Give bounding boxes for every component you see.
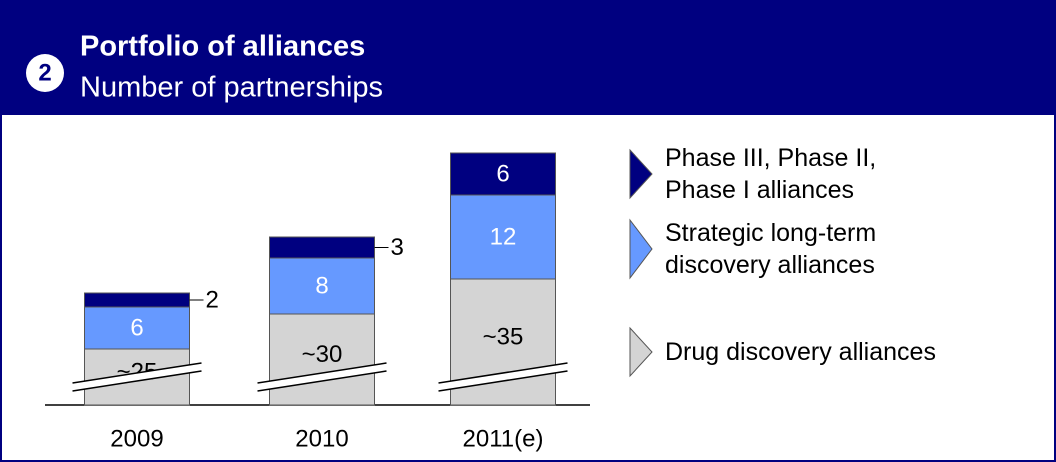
bar-segment	[84, 306, 190, 350]
axis-break-line	[72, 362, 202, 384]
badge-number: 2	[38, 59, 51, 86]
value-label: ~35	[483, 323, 524, 350]
axis-break	[257, 363, 387, 391]
legend-swatch	[629, 218, 653, 280]
axis-break-line	[438, 370, 568, 392]
axis-break	[438, 363, 568, 391]
bar-segment	[450, 194, 556, 280]
header-band	[0, 0, 1056, 115]
axis-break-line	[257, 362, 387, 384]
axis-break-line	[438, 362, 568, 384]
axis-break-line	[72, 370, 202, 392]
bar-segment	[84, 292, 190, 308]
x-tick-label: 2011(e)	[463, 425, 544, 452]
legend-swatch	[629, 326, 653, 378]
axis-break	[72, 363, 202, 391]
value-label: 3	[391, 234, 404, 261]
value-label: 6	[130, 314, 143, 341]
bar-segment	[269, 257, 375, 315]
badge	[26, 54, 64, 92]
value-label: 6	[496, 160, 509, 187]
bar-segment	[450, 152, 556, 196]
legend-label: Drug discovery alliances	[665, 338, 936, 366]
value-label: 8	[315, 272, 328, 299]
legend-label: Phase III, Phase II, Phase I alliances	[665, 144, 877, 204]
x-tick-label: 2010	[295, 425, 348, 452]
title: Portfolio of alliances	[80, 31, 365, 63]
bar-segment	[269, 236, 375, 259]
value-label: 12	[490, 223, 517, 250]
legend-label: Strategic long-term discovery alliances	[665, 219, 877, 279]
subtitle: Number of partnerships	[80, 72, 383, 104]
value-label: ~30	[302, 341, 343, 368]
x-tick-label: 2009	[110, 425, 163, 452]
legend-swatch	[629, 148, 653, 200]
axis-break-line	[257, 370, 387, 392]
bar-segment	[269, 313, 375, 406]
value-label: 2	[206, 286, 219, 313]
